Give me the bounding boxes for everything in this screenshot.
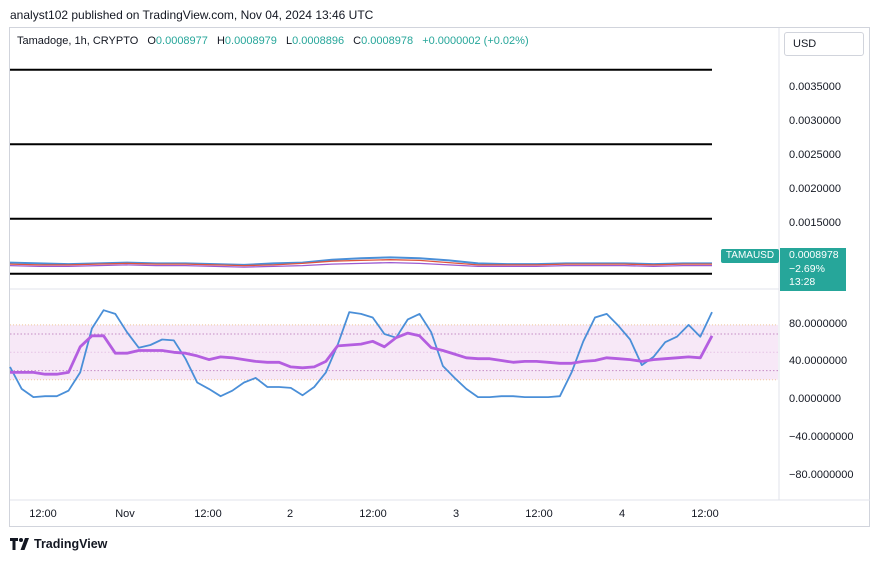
- time-tick-label: 3: [453, 508, 459, 520]
- legend-low: 0.0008896: [292, 35, 345, 47]
- tradingview-logo-icon: [10, 538, 29, 550]
- price-tick-label: 0.0025000: [789, 149, 841, 161]
- time-tick-label: 12:00: [194, 508, 222, 520]
- price-series: [9, 256, 712, 268]
- last-price: 0.0008978: [789, 249, 839, 261]
- time-tick-label: Nov: [115, 508, 135, 520]
- rsi-tick-label: −80.0000000: [789, 469, 854, 481]
- time-tick-label: 12:00: [359, 508, 387, 520]
- price-series-line-2: [9, 259, 712, 267]
- legend-high: 0.0008979: [224, 35, 277, 47]
- time-tick-label: 12:00: [691, 508, 719, 520]
- legend-close: 0.0008978: [361, 35, 414, 47]
- time-tick-label: 4: [619, 508, 625, 520]
- rsi-tick-label: 40.0000000: [789, 355, 847, 367]
- rsi-series: [9, 309, 714, 399]
- tradingview-brand[interactable]: TradingView: [10, 537, 107, 551]
- chart-frame: [9, 27, 870, 527]
- price-tick-label: 0.0035000: [789, 81, 841, 93]
- legend-high-label: H: [216, 35, 225, 47]
- bar-countdown: 13:28: [789, 276, 816, 288]
- price-tick-label: 0.0020000: [789, 183, 841, 195]
- horizontal-levels: [10, 68, 712, 275]
- rsi-series-line-1: [9, 309, 713, 399]
- rsi-tick-label: 80.0000000: [789, 318, 847, 330]
- price-axis-tag: 0.0008978 −2.69% 13:28: [780, 248, 846, 291]
- currency-button[interactable]: USD: [784, 32, 864, 56]
- rsi-series-line-2: [10, 331, 714, 376]
- time-tick-label: 12:00: [29, 508, 57, 520]
- symbol-price-tag: TAMAUSD: [721, 249, 779, 263]
- x-axis-ticks: 12:00 Nov 12:00 2 12:00 3 12:00 4 12:00: [29, 508, 719, 520]
- legend-change: +0.0000002 (+0.02%): [422, 35, 529, 47]
- brand-text: TradingView: [34, 537, 108, 551]
- rsi-tick-label: 0.0000000: [789, 393, 841, 405]
- price-change-percent: −2.69%: [789, 262, 825, 275]
- time-tick-label: 2: [287, 508, 293, 520]
- price-tick-label: 0.0030000: [789, 115, 841, 127]
- price-series-line-3: [9, 261, 712, 268]
- guide-lines: [10, 324, 778, 381]
- rsi-band: [10, 324, 778, 380]
- publisher-line: analyst102 published on TradingView.com,…: [10, 8, 374, 22]
- price-series-line-1: [9, 256, 712, 266]
- y-axis-ticks: 0.0035000 0.0030000 0.0025000 0.0020000 0.00…: [789, 81, 854, 481]
- symbol-legend: Tamadoge, 1h, CRYPTO O0.0008977 H0.00089…: [17, 35, 529, 47]
- legend-low-label: L: [285, 35, 293, 47]
- price-tick-label: 0.0015000: [789, 217, 841, 229]
- legend-close-label: C: [353, 35, 362, 47]
- legend-open: 0.0008977: [155, 35, 208, 47]
- legend-open-label: O: [147, 35, 156, 47]
- time-tick-label: 12:00: [525, 508, 553, 520]
- legend-symbol: Tamadoge, 1h, CRYPTO: [17, 35, 139, 47]
- rsi-tick-label: −40.0000000: [789, 431, 854, 443]
